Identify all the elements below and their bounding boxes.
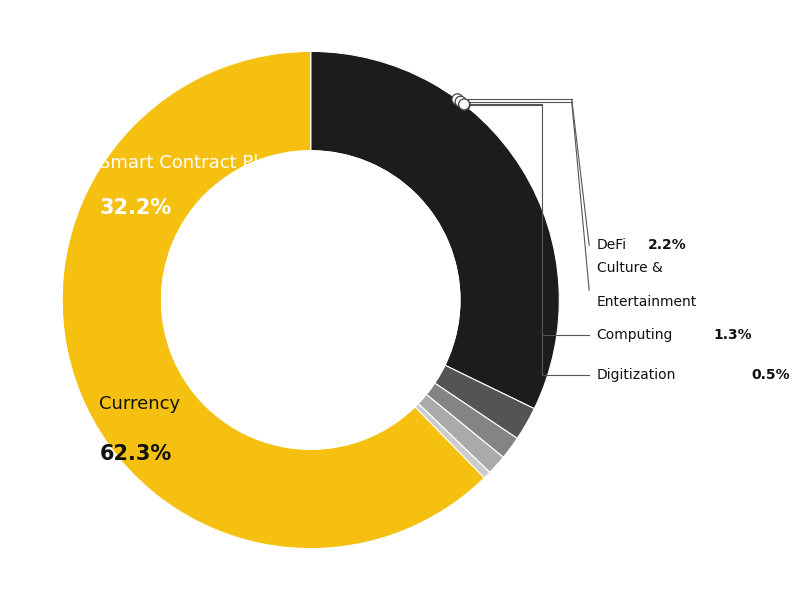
Wedge shape <box>434 365 534 439</box>
Wedge shape <box>426 383 518 457</box>
Text: Computing: Computing <box>597 328 673 342</box>
Text: 62.3%: 62.3% <box>99 444 172 464</box>
Wedge shape <box>310 52 559 409</box>
Circle shape <box>452 94 463 105</box>
Text: DeFi: DeFi <box>597 238 626 253</box>
Text: Culture &: Culture & <box>597 261 662 275</box>
Circle shape <box>459 99 470 110</box>
Circle shape <box>162 151 460 449</box>
Text: Smart Contract Platform: Smart Contract Platform <box>99 154 319 172</box>
Wedge shape <box>62 52 484 548</box>
Text: 1.3%: 1.3% <box>713 328 751 342</box>
Text: 32.2%: 32.2% <box>99 198 172 218</box>
Text: Digitization: Digitization <box>597 368 676 382</box>
Text: Entertainment: Entertainment <box>597 295 697 309</box>
Text: 0.5%: 0.5% <box>752 368 790 382</box>
Circle shape <box>455 96 466 107</box>
Wedge shape <box>418 394 503 472</box>
Wedge shape <box>415 403 490 478</box>
Text: Currency: Currency <box>99 395 181 413</box>
Text: 2.2%: 2.2% <box>648 238 687 253</box>
Circle shape <box>458 99 470 110</box>
